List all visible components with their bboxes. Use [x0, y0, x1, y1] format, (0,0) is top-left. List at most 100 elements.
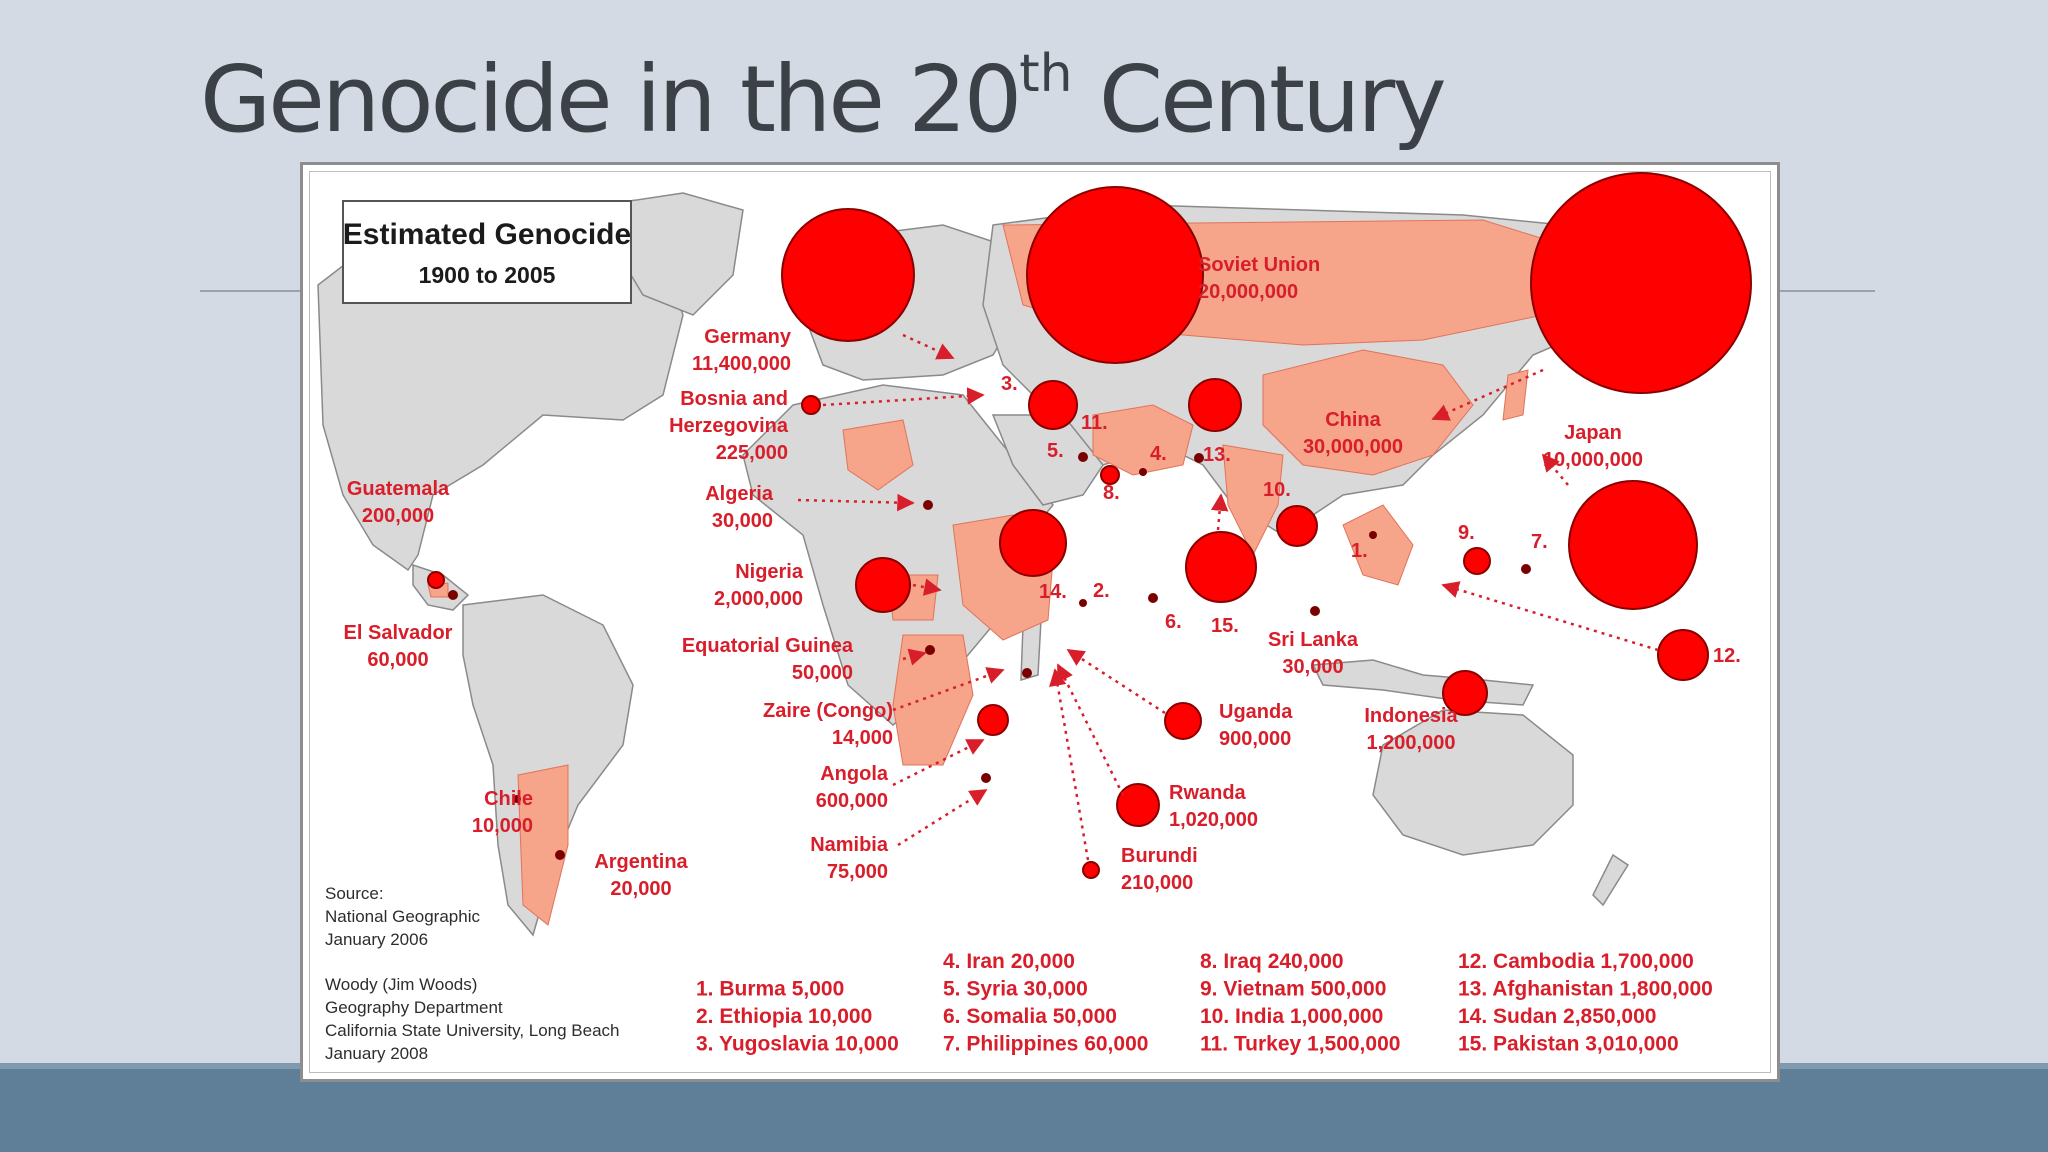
region-china	[1262, 349, 1474, 476]
region-chile-argentina	[517, 764, 569, 926]
bubble-vietnam	[1463, 547, 1491, 575]
title-main-text: Genocide in the 20	[200, 46, 1022, 153]
label-zaire-name: Zaire (Congo)	[763, 700, 893, 722]
map-number-2: 2.	[1093, 580, 1110, 602]
source-line-1: Source:	[325, 884, 384, 903]
title-end-text: Century	[1072, 46, 1447, 153]
label-uganda-name: Uganda	[1219, 701, 1293, 723]
bubble-india	[1276, 505, 1318, 547]
label-guatemala-value: 200,000	[362, 505, 434, 527]
land-new-zealand	[1592, 853, 1630, 907]
label-argentina-value: 20,000	[610, 878, 671, 900]
map-number-8: 8.	[1103, 482, 1120, 504]
bubble-nigeria	[855, 557, 911, 613]
bubble-sudan	[999, 509, 1067, 577]
label-japan-value: 10,000,000	[1543, 449, 1643, 471]
map-number-markers: 1. 2. 3. 4. 5. 6. 7. 8. 9. 10. 11. 12. 1…	[1001, 373, 1741, 667]
list-item: 11. Turkey 1,500,000	[1200, 1033, 1400, 1056]
title-superscript: th	[1019, 44, 1073, 105]
bubble-china	[1530, 172, 1752, 394]
label-germany-value: 11,400,000	[692, 353, 791, 375]
list-item: 4. Iran 20,000	[943, 950, 1075, 973]
list-item: 5. Syria 30,000	[943, 978, 1088, 1001]
source-line-2: National Geographic	[325, 907, 480, 926]
label-namibia-value: 75,000	[827, 861, 888, 883]
title-rule-left	[200, 290, 300, 292]
land-australia	[1372, 709, 1574, 856]
region-algeria	[842, 419, 914, 491]
legend-title: Estimated Genocide	[343, 218, 631, 251]
label-uganda-value: 900,000	[1219, 728, 1291, 750]
label-argentina-name: Argentina	[594, 851, 688, 873]
label-algeria-value: 30,000	[712, 510, 773, 532]
world-map: Estimated Genocide 1900 to 2005 Soviet U…	[317, 172, 1752, 1063]
label-indonesia-name: Indonesia	[1364, 705, 1458, 727]
map-number-5: 5.	[1047, 440, 1064, 462]
bubble-pakistan	[1185, 531, 1257, 603]
map-number-12: 12.	[1713, 645, 1741, 667]
bubble-germany	[781, 208, 915, 342]
label-soviet-union-name: Soviet Union	[1198, 254, 1320, 276]
label-soviet-union-value: 20,000,000	[1198, 281, 1298, 303]
bubble-japan	[1568, 480, 1698, 610]
bubble-iraq	[1100, 465, 1120, 485]
list-item: 12. Cambodia 1,700,000	[1458, 950, 1694, 973]
label-china-value: 30,000,000	[1303, 436, 1403, 458]
label-equatorial-guinea-value: 50,000	[792, 662, 853, 684]
label-japan-name: Japan	[1564, 422, 1622, 444]
label-china-name: China	[1325, 409, 1381, 431]
source-line-3: January 2006	[325, 930, 428, 949]
label-angola-name: Angola	[820, 763, 889, 785]
label-equatorial-guinea-name: Equatorial Guinea	[682, 635, 854, 657]
map-number-10: 10.	[1263, 479, 1291, 501]
label-bosnia-value: 225,000	[716, 442, 788, 464]
map-number-1: 1.	[1351, 540, 1368, 562]
bubble-rwanda	[1116, 783, 1160, 827]
bubble-bosnia	[801, 395, 821, 415]
slide-title: Genocide in the 20th Century	[200, 44, 1447, 153]
label-nigeria-value: 2,000,000	[714, 588, 803, 610]
label-chile-value: 10,000	[472, 815, 533, 837]
label-el-salvador-name: El Salvador	[344, 622, 453, 644]
bubble-afghanistan	[1188, 378, 1242, 432]
label-namibia-name: Namibia	[810, 834, 889, 856]
list-item: 14. Sudan 2,850,000	[1458, 1005, 1656, 1028]
list-item: 7. Philippines 60,000	[943, 1033, 1148, 1056]
list-item: 15. Pakistan 3,010,000	[1458, 1033, 1679, 1056]
region-middle-east	[1092, 404, 1194, 476]
label-rwanda-name: Rwanda	[1169, 782, 1247, 804]
label-bosnia-line2: Herzegovina	[669, 415, 789, 437]
region-japan	[1502, 369, 1529, 421]
map-number-14: 14.	[1039, 581, 1067, 603]
bubble-uganda	[1164, 702, 1202, 740]
map-number-9: 9.	[1458, 522, 1475, 544]
map-number-4: 4.	[1150, 443, 1167, 465]
list-item: 6. Somalia 50,000	[943, 1005, 1117, 1028]
list-item: 2. Ethiopia 10,000	[696, 1005, 872, 1028]
region-congo-angola	[892, 634, 974, 766]
label-germany-name: Germany	[704, 326, 792, 348]
label-sri-lanka-value: 30,000	[1282, 656, 1343, 678]
region-southeast-asia	[1342, 504, 1414, 586]
label-chile-name: Chile	[484, 788, 533, 810]
bubble-burundi	[1082, 861, 1100, 879]
small-dots	[448, 452, 1531, 860]
map-number-3: 3.	[1001, 373, 1018, 395]
label-sri-lanka-name: Sri Lanka	[1268, 629, 1359, 651]
map-number-13: 13.	[1203, 444, 1231, 466]
pointer-arrows	[797, 333, 1659, 861]
list-item: 1. Burma 5,000	[696, 978, 844, 1001]
label-algeria-name: Algeria	[705, 483, 774, 505]
source-credit: Source: National Geographic January 2006…	[325, 884, 620, 1063]
label-bosnia-line1: Bosnia and	[680, 388, 788, 410]
credit-line-3: California State University, Long Beach	[325, 1021, 620, 1040]
map-number-7: 7.	[1531, 531, 1548, 553]
label-rwanda-value: 1,020,000	[1169, 809, 1258, 831]
list-item: 8. Iraq 240,000	[1200, 950, 1344, 973]
bubble-indonesia	[1442, 670, 1488, 716]
map-number-6: 6.	[1165, 611, 1182, 633]
genocide-bubbles	[427, 172, 1752, 879]
bubble-guatemala	[427, 571, 445, 589]
label-guatemala-name: Guatemala	[347, 478, 450, 500]
land-indonesia-islands	[1311, 659, 1535, 706]
